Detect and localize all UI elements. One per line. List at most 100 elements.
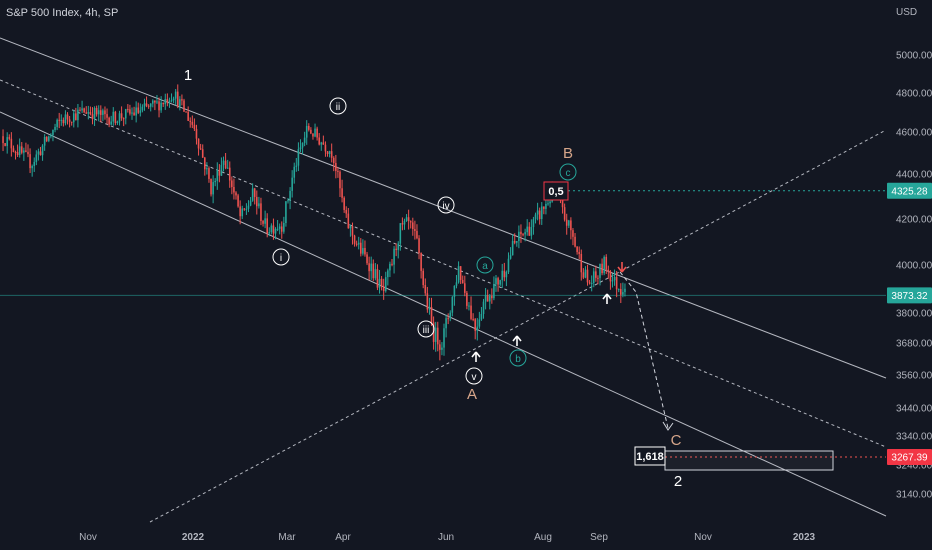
candle-body [12,148,15,153]
rising-trend-line [149,129,887,523]
candle-body [611,280,614,282]
candle-body [37,151,40,155]
candle-body [295,165,298,167]
wave-label-ii: ii [336,102,340,113]
candle-body [603,256,605,274]
candle-body [347,213,350,229]
candle-body [247,205,250,209]
candle-body [530,227,533,236]
candle-body [189,120,192,122]
candle-body [534,214,537,220]
price-badge-label: 3873.32 [891,291,928,302]
candle-body [206,168,208,170]
wave-label-circle [509,349,527,367]
candle-body [276,228,279,230]
candle-body [455,282,458,286]
candle-body [112,111,115,122]
candle-body [268,232,271,234]
candle-body [118,113,121,122]
wave-label-i: i [280,253,282,264]
candle-body [563,207,566,220]
x-tick-label: Jun [438,532,454,543]
candle-body [129,109,131,114]
candle-body [349,226,352,229]
up-arrow-icon [471,351,481,362]
candle-body [62,119,65,124]
candle-body [278,226,281,229]
candle-body [25,150,27,152]
candle-body [495,278,497,285]
candle-body [499,280,501,285]
candle-body [6,137,8,146]
price-badge-label: 4325.28 [891,186,928,197]
candle-body [239,206,241,217]
y-tick-label: 3560.00 [896,371,932,382]
candle-body [420,252,422,271]
candle-body [18,146,21,156]
candle-body [414,229,416,231]
candle-body [127,109,129,111]
y-tick-label: 3240.00 [896,461,932,472]
candle-body [570,220,572,231]
candle-body [308,125,310,130]
candle-body [256,196,258,207]
candle-body [310,129,312,134]
candle-body [341,188,343,198]
candle-body [488,295,491,302]
candle-body [464,283,466,293]
candle-body [518,231,520,242]
x-tick-label: 2023 [793,532,816,543]
candle-body [16,152,19,156]
lower-channel-line [0,111,887,517]
candle-body [364,248,366,255]
candle-body [405,217,408,221]
candle-body [447,318,449,320]
wave-label-circle [437,196,455,214]
candle-body [451,297,454,313]
candle-body [357,242,360,245]
x-tick-label: Apr [335,532,351,543]
candle-body [235,192,237,196]
candle-body [210,178,212,195]
median-channel-line [0,79,887,448]
candle-body [141,106,144,111]
candle-body [368,263,370,272]
candle-body [291,177,293,191]
candle-body [395,248,397,250]
candle-body [245,208,248,210]
candle-body [501,270,504,281]
candle-body [470,305,472,319]
price-badge [887,449,932,466]
candle-body [547,203,549,205]
projection-arrowhead [662,421,674,431]
candle-body [100,110,102,115]
candle-body [561,200,564,208]
candle-body [576,246,578,253]
candle-body [522,234,524,236]
candle-body [412,222,414,230]
candle-body [83,108,85,113]
candle-body [220,164,223,176]
candle-body [601,263,603,274]
candle-body [160,102,162,111]
y-tick-label: 4600.00 [896,128,932,139]
candle-body [314,128,316,137]
candle-body [156,101,158,103]
candle-body [208,168,210,179]
projection-path [619,271,669,429]
candle-body [497,278,499,285]
candle-body [122,118,125,120]
candle-body [434,327,437,342]
candle-body [572,230,574,237]
candle-body [624,288,626,293]
candle-body [620,289,622,295]
candle-body [568,220,570,226]
candle-body [114,111,117,123]
chart-title: S&P 500 Index, 4h, SP [6,7,119,19]
candle-body [124,109,127,119]
candle-body [91,114,94,120]
candle-body [520,231,522,235]
candle-body [592,271,595,283]
